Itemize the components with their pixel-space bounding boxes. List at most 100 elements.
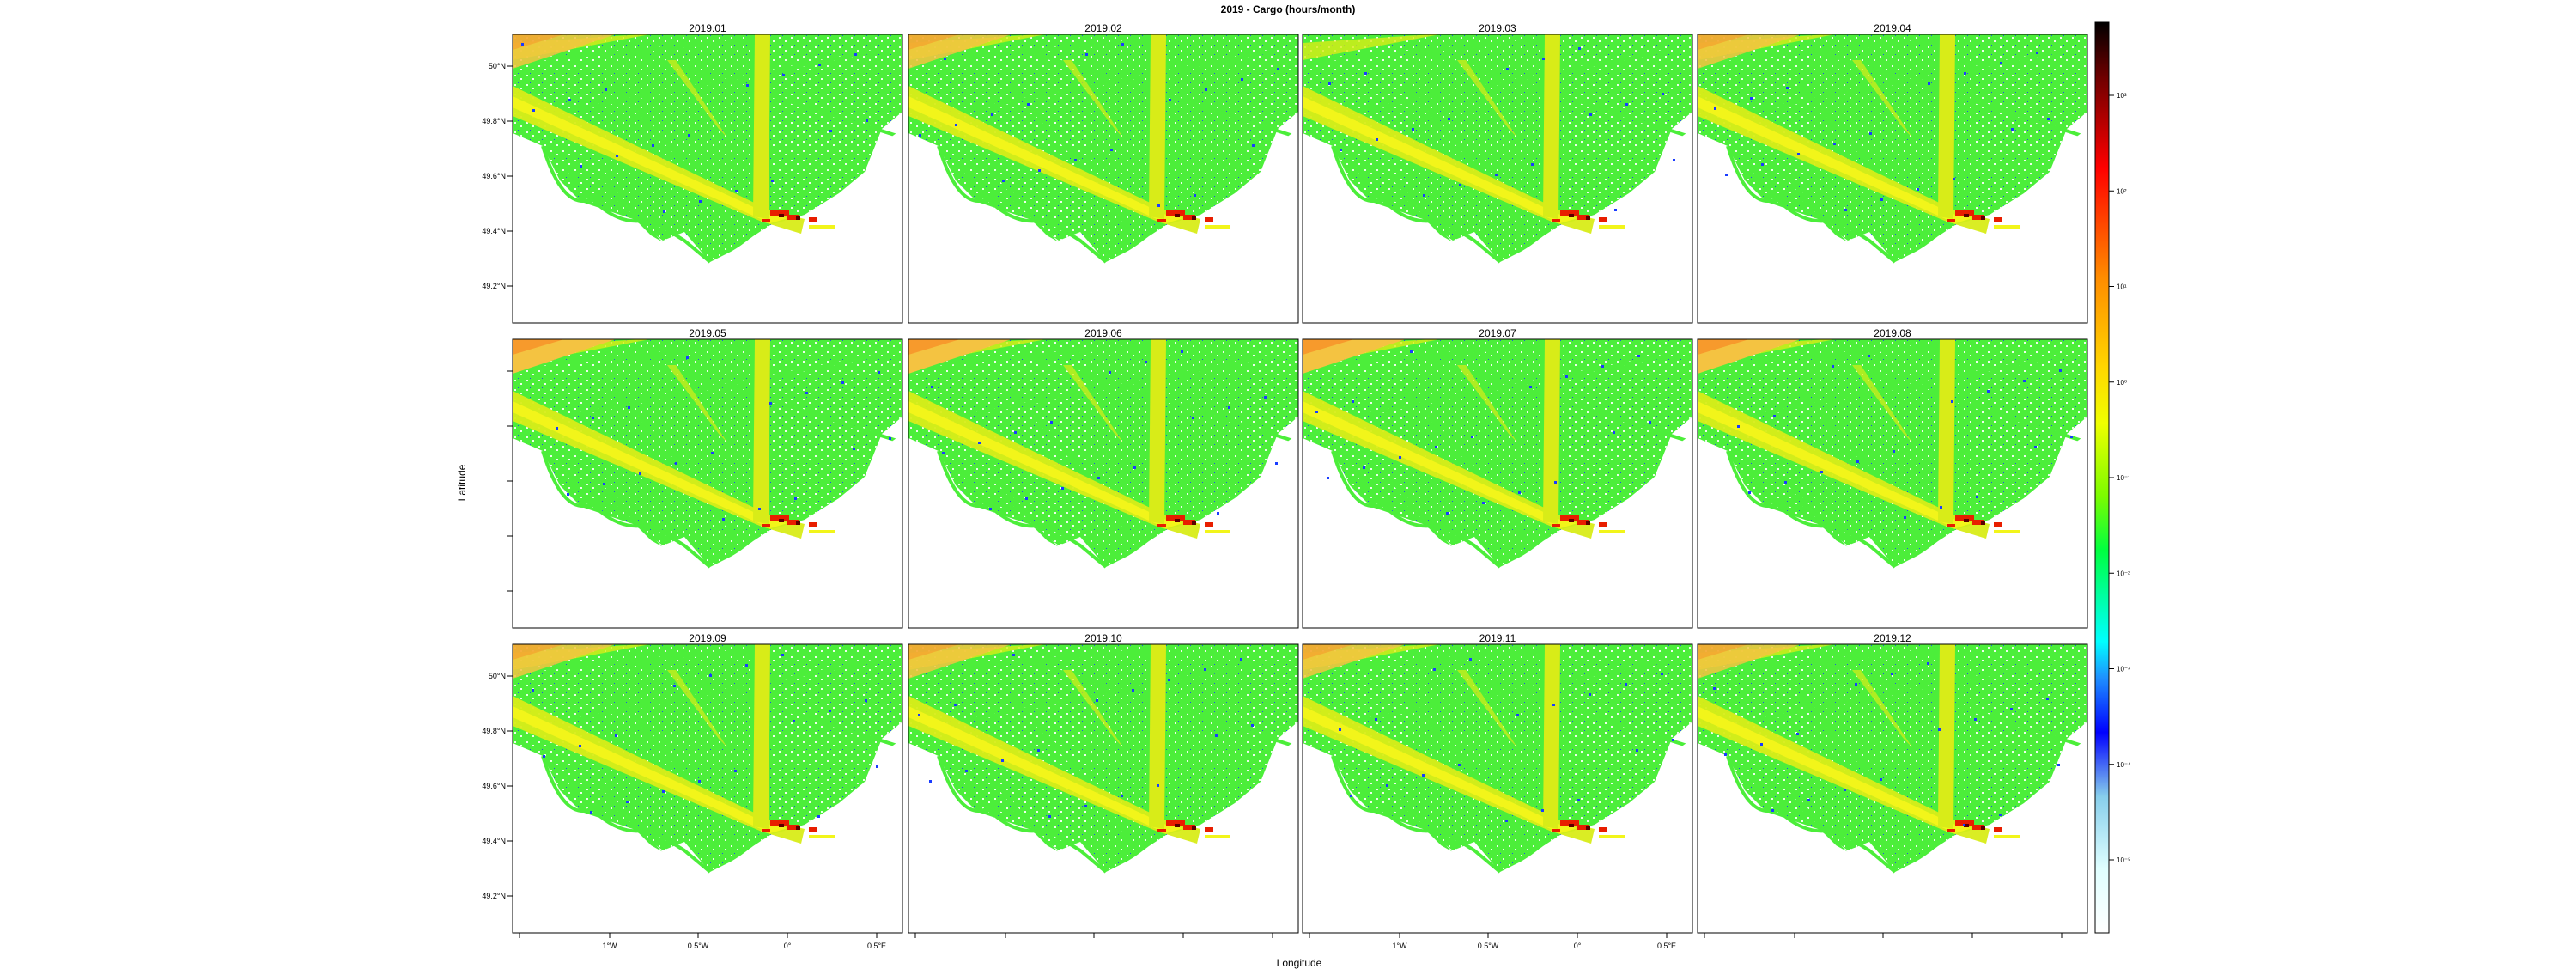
coast-land: [513, 434, 902, 628]
colorbar-ticks: 10³ 10² 10¹ 10⁰ 10⁻¹ 10⁻² 10⁻³ 10⁻⁴ 10⁻⁵: [2109, 92, 2131, 864]
port-hotspot: [1166, 820, 1185, 826]
lon-tick-label: 1°W: [602, 941, 617, 950]
port-hotspot: [1166, 515, 1185, 521]
coast-land: [908, 434, 1298, 628]
panel-frame: [1697, 643, 2088, 934]
lat-tick-label: 49.8°N: [482, 727, 506, 735]
lat-tick-label: 50°N: [489, 62, 506, 70]
port-hotspot: [809, 522, 817, 527]
map-panel: 2019.09 50°N 49.8°N 49.6°N 49.4°N 49.2°N 1°W 0.…: [482, 632, 903, 950]
panel-title: 2019.10: [1084, 632, 1122, 644]
shipping-lane: [1149, 339, 1166, 524]
lon-tick-label: 0.5°E: [1657, 941, 1676, 950]
panel-title: 2019.03: [1479, 22, 1516, 34]
panel-title: 2019.02: [1084, 22, 1122, 34]
coast-land: [1303, 434, 1692, 628]
shipping-lane: [1938, 339, 1955, 524]
port-hotspot: [1552, 219, 1560, 222]
figure-title: 2019 - Cargo (hours/month): [1221, 3, 1356, 15]
colorbar-tick-label: 10⁻⁵: [2117, 856, 2130, 864]
traffic-density-map: [1303, 34, 1692, 323]
port-hotspot: [1599, 522, 1607, 527]
map-panel: 2019.03: [1302, 22, 1693, 324]
port-hotspot: [1577, 825, 1589, 830]
panel-frame: [1697, 34, 2088, 324]
shipping-lane: [753, 644, 770, 829]
colorbar-tick-label: 10⁻¹: [2117, 474, 2130, 482]
port-hotspot: [1183, 215, 1195, 220]
lat-tick-label: 49.2°N: [482, 282, 506, 290]
port-hotspot: [1947, 524, 1955, 527]
lat-tick-label: 49.2°N: [482, 892, 506, 900]
port-hotspot: [1947, 219, 1955, 222]
map-panel: 2019.06: [908, 327, 1299, 629]
coast-land: [513, 129, 902, 323]
map-panel: 2019.05: [507, 327, 903, 629]
port-hotspot: [1552, 829, 1560, 832]
port-hotspot: [1183, 825, 1195, 830]
y-axis-title: Latitude: [456, 464, 468, 501]
lat-tick-label: 49.8°N: [482, 117, 506, 125]
port-hotspot: [762, 219, 770, 222]
coast-land: [1698, 434, 2087, 628]
colorbar-tick-label: 10⁻³: [2117, 666, 2130, 673]
panel-title: 2019.07: [1479, 327, 1516, 339]
lat-tick-label: 49.6°N: [482, 172, 506, 180]
shipping-lane: [908, 86, 1200, 234]
coast-land: [1698, 129, 2087, 323]
shipping-lane: [1938, 34, 1955, 219]
traffic-density-map: [908, 339, 1298, 628]
traffic-density-map: [1303, 644, 1692, 933]
panel-frame: [512, 643, 903, 934]
panel-title: 2019.06: [1084, 327, 1122, 339]
map-panel: 2019.04: [1697, 22, 2088, 324]
map-panel: 2019.10: [908, 632, 1299, 938]
colorbar-tick-label: 10⁰: [2117, 379, 2127, 387]
panel-title: 2019.04: [1874, 22, 1911, 34]
port-hotspot: [787, 825, 799, 830]
shipping-lane: [1698, 391, 1990, 539]
shipping-lane: [908, 391, 1200, 539]
traffic-density-map: [1698, 34, 2087, 323]
panel-title: 2019.05: [689, 327, 726, 339]
map-panel: 2019.12: [1697, 632, 2088, 938]
panel-frame: [908, 34, 1299, 324]
port-hotspot: [770, 210, 789, 216]
traffic-density-map: [513, 34, 902, 323]
map-panel: 2019.11 1°W 0.5°W 0° 0.5°E: [1302, 632, 1693, 950]
coast-land: [1303, 129, 1692, 323]
port-hotspot: [1157, 524, 1166, 527]
lat-tick-label: 50°N: [489, 672, 506, 680]
port-hotspot: [1560, 210, 1579, 216]
port-hotspot: [1157, 219, 1166, 222]
map-panel: 2019.08: [1697, 327, 2088, 629]
lon-tick-label: 0.5°E: [867, 941, 886, 950]
port-hotspot: [1205, 827, 1213, 832]
lat-tick-label: 49.4°N: [482, 837, 506, 845]
port-hotspot: [1972, 520, 1984, 525]
traffic-density-map: [1303, 339, 1692, 628]
shipping-lane: [1543, 34, 1560, 219]
port-hotspot: [1560, 820, 1579, 826]
shipping-lane: [513, 696, 805, 844]
port-hotspot: [1599, 827, 1607, 832]
panel-frame: [1302, 338, 1693, 629]
traffic-density-map: [513, 644, 902, 933]
panel-frame: [1302, 643, 1693, 934]
lon-tick-label: 0.5°W: [688, 941, 709, 950]
port-hotspot: [1994, 827, 2002, 832]
traffic-density-map: [1698, 644, 2087, 933]
panel-grid: 2019.0150°N49.8°N49.6°N49.4°N49.2°N2019.…: [482, 22, 2088, 950]
port-hotspot: [1599, 217, 1607, 222]
shipping-lane: [1938, 644, 1955, 829]
port-hotspot: [1955, 210, 1974, 216]
port-hotspot: [1205, 522, 1213, 527]
map-panel: 2019.01 50°N 49.8°N 49.6°N 49.4°N 49.2°N: [482, 22, 903, 324]
shipping-lane: [1303, 696, 1595, 844]
port-hotspot: [787, 520, 799, 525]
panel-title: 2019.12: [1874, 632, 1911, 644]
map-panel: 2019.02: [908, 22, 1299, 324]
shipping-lane: [1543, 339, 1560, 524]
lon-tick-label: 1°W: [1392, 941, 1407, 950]
port-hotspot: [1577, 215, 1589, 220]
